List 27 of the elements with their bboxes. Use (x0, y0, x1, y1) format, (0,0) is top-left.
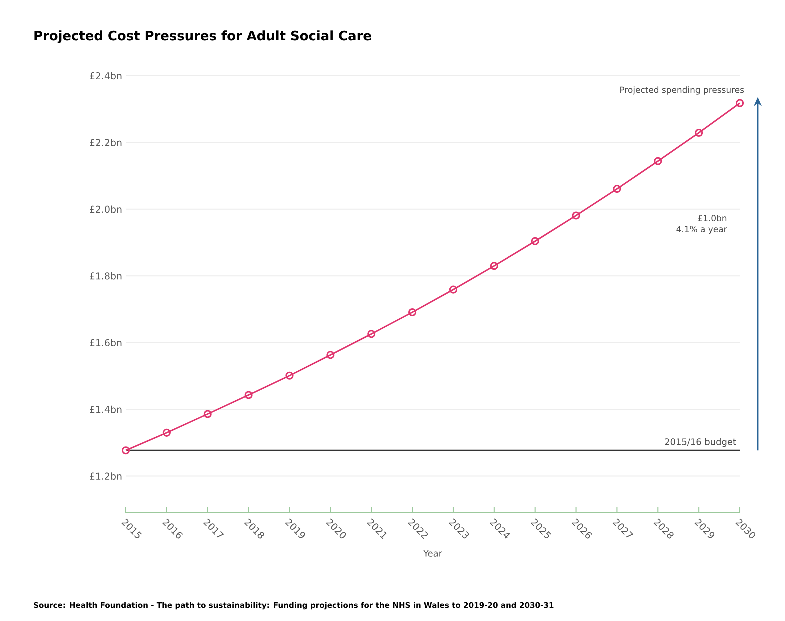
y-tick-label: £2.0bn (90, 206, 122, 214)
point (286, 372, 294, 380)
point (449, 286, 458, 294)
point (162, 428, 171, 437)
point (572, 212, 580, 220)
point (695, 128, 704, 138)
annotation: Projected spending pressures (620, 86, 744, 95)
ref-line-label: 2015/16 budget (665, 438, 736, 448)
point (408, 308, 417, 317)
y-tick-label: £2.4bn (90, 72, 122, 80)
y-tick-label: £1.8bn (90, 272, 122, 280)
annotation: 4.1% a year (676, 226, 728, 234)
point (531, 237, 540, 246)
point (654, 157, 662, 166)
y-tick-label: £1.6bn (90, 339, 122, 347)
chart-title: Projected Cost Pressures for Adult Social Care (34, 30, 372, 44)
y-tick-label: £1.4bn (90, 406, 122, 414)
point (613, 185, 622, 194)
point (368, 330, 376, 338)
x-axis-title: Year (424, 550, 443, 557)
point (326, 351, 335, 360)
y-tick-label: £1.2bn (90, 472, 122, 480)
point (244, 391, 253, 400)
annotation: £1.0bn (698, 214, 727, 222)
point (204, 410, 212, 418)
point (490, 262, 498, 270)
y-tick-label: £2.2bn (90, 139, 122, 146)
